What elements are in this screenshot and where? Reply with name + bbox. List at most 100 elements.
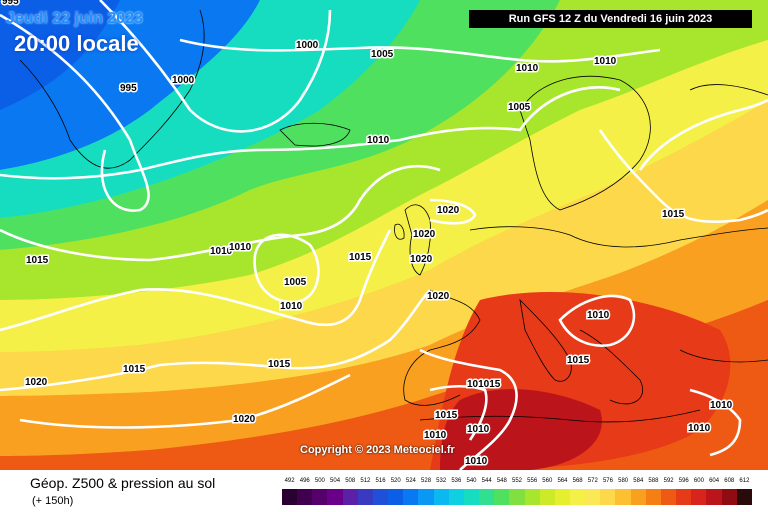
coast-britain — [404, 204, 431, 276]
isobar-1020-uk — [429, 198, 477, 225]
scale-swatch — [691, 489, 707, 505]
isobar-label: 1010 — [467, 424, 490, 435]
legend-subtitle: (+ 150h) — [32, 495, 74, 507]
isobar-label: 1010 — [424, 430, 447, 441]
band-light-orange — [0, 100, 768, 396]
scale-tick-label: 492 — [284, 478, 295, 484]
scale-tick-label: 512 — [360, 478, 371, 484]
scale-tick-label: 552 — [511, 478, 523, 484]
isobar-1005-north — [179, 38, 661, 63]
scale-tick-label: 588 — [648, 478, 659, 484]
scale-tick-label: 560 — [542, 478, 553, 484]
scale-tick-label: 500 — [314, 478, 325, 484]
scale-tick-label: 608 — [724, 478, 735, 484]
scale-swatch — [585, 489, 601, 505]
legend-panel: Géop. Z500 & pression au sol (+ 150h) 49… — [0, 470, 768, 512]
isobar-label: 1000 — [172, 75, 195, 86]
scale-swatch — [509, 489, 525, 505]
isobar-label: 1010 — [594, 56, 617, 67]
isobar-label: 1020 — [413, 229, 436, 240]
band-green — [0, 0, 560, 250]
scale-swatch — [600, 489, 616, 505]
isobar-1005-low — [253, 233, 320, 304]
scale-tick-label: 576 — [602, 478, 613, 484]
isobar-label: 1010 — [367, 135, 390, 146]
isobar-label: 1015 — [435, 410, 458, 421]
isobar-label: 1010 — [465, 456, 488, 467]
isobar-label: 1005 — [284, 277, 307, 288]
scale-swatch — [297, 489, 313, 505]
isobar-label: 1015 — [662, 209, 685, 220]
scale-swatch — [494, 489, 510, 505]
coast-kola — [689, 84, 768, 96]
coast-balkans — [579, 329, 643, 405]
isobar-label: 1020 — [437, 205, 460, 216]
scale-swatch — [312, 489, 328, 505]
isobar-label: 1015 — [268, 359, 291, 370]
isobar-1010-se — [689, 388, 742, 457]
scale-tick-label: 596 — [678, 478, 689, 484]
coast-italy — [519, 298, 572, 382]
coast-baltic — [469, 226, 768, 248]
isobar-label: 1015 — [567, 355, 590, 366]
scale-swatch — [433, 489, 449, 505]
isobar-1020 — [0, 289, 431, 392]
scale-swatch — [721, 489, 737, 505]
scale-swatch — [736, 489, 752, 505]
run-info: Run GFS 12 Z du Vendredi 16 juin 2023 — [469, 10, 752, 28]
isobar-label: 1005 — [508, 102, 531, 113]
scale-swatch — [524, 489, 540, 505]
isobar-1000 — [99, 0, 332, 133]
isobar-1010 — [0, 86, 621, 180]
isobar-1020-south — [19, 373, 351, 429]
scale-swatch — [282, 489, 298, 505]
isobar-label: 1010 — [210, 246, 233, 257]
isobar-label: 1020 — [410, 254, 433, 265]
coast-ireland — [394, 223, 405, 240]
scale-tick-label: 504 — [330, 478, 341, 484]
scale-tick-label: 516 — [375, 478, 386, 484]
scale-tick-label: 568 — [572, 478, 583, 484]
band-yellow-green — [0, 0, 768, 300]
isobar-label: 1015 — [26, 255, 49, 266]
scale-swatch — [463, 489, 480, 505]
scale-tick-label: 544 — [481, 478, 492, 484]
scale-tick-label: 564 — [557, 478, 568, 484]
band-cyan — [0, 0, 420, 218]
scale-swatch — [479, 489, 495, 505]
forecast-time: 20:00 locale — [14, 31, 139, 56]
scale-swatch — [645, 489, 661, 505]
isobar-label: 1020 — [25, 377, 48, 388]
scale-tick-label: 548 — [496, 478, 507, 484]
band-dark-red — [440, 389, 602, 470]
isobar-label: 1010 — [280, 301, 303, 312]
scale-swatch — [676, 489, 692, 505]
scale-ticks: 492 496 500 504 508 512 516 520 524 528 532 536 540 5… — [282, 478, 752, 488]
scale-tick-label: 536 — [451, 478, 462, 484]
scale-swatches — [282, 489, 752, 505]
isobar-label-group: 995 995 1000 1000 1005 1010 1010 1005 10… — [1, 0, 735, 469]
scale-swatch — [388, 489, 404, 505]
isobar-label: 1010 — [710, 400, 733, 411]
scale-tick-label: 532 — [436, 478, 447, 484]
isobar-label: 1015 — [349, 252, 372, 263]
isobar-label: 1005 — [371, 49, 394, 60]
isobar-1010-b — [0, 165, 441, 262]
band-core-low — [0, 0, 120, 110]
scale-tick-label: 604 — [709, 478, 720, 484]
scale-tick-label: 524 — [405, 478, 416, 484]
weather-map: 995 995 1000 1000 1005 1010 1010 1005 10… — [0, 0, 768, 470]
scale-tick-label: 600 — [693, 478, 704, 484]
isobar-label: 1010 — [688, 423, 711, 434]
scale-tick-label: 508 — [345, 478, 356, 484]
isobar-label: 1015 — [123, 364, 146, 375]
scale-tick-label: 572 — [587, 478, 598, 484]
scale-tick-label: 592 — [663, 478, 674, 484]
scale-tick-label: 520 — [390, 478, 401, 484]
isobar-label: 995 — [120, 83, 137, 94]
scale-swatch — [706, 489, 722, 505]
scale-tick-label: 580 — [618, 478, 629, 484]
scale-swatch — [569, 489, 586, 505]
isobar-label: 1010 — [587, 310, 610, 321]
isobar-label: 995 — [2, 0, 19, 7]
